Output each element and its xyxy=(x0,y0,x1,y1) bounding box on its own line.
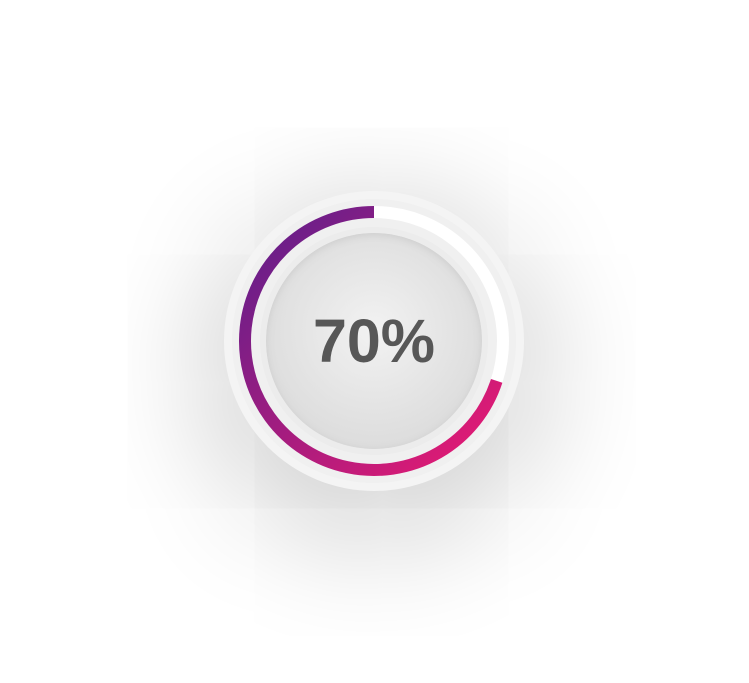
progress-arc xyxy=(239,206,503,476)
percent-label: 70% xyxy=(312,307,436,375)
progress-ring xyxy=(224,191,524,491)
circular-progress: 70% xyxy=(224,191,524,491)
inner-disc xyxy=(266,233,482,449)
